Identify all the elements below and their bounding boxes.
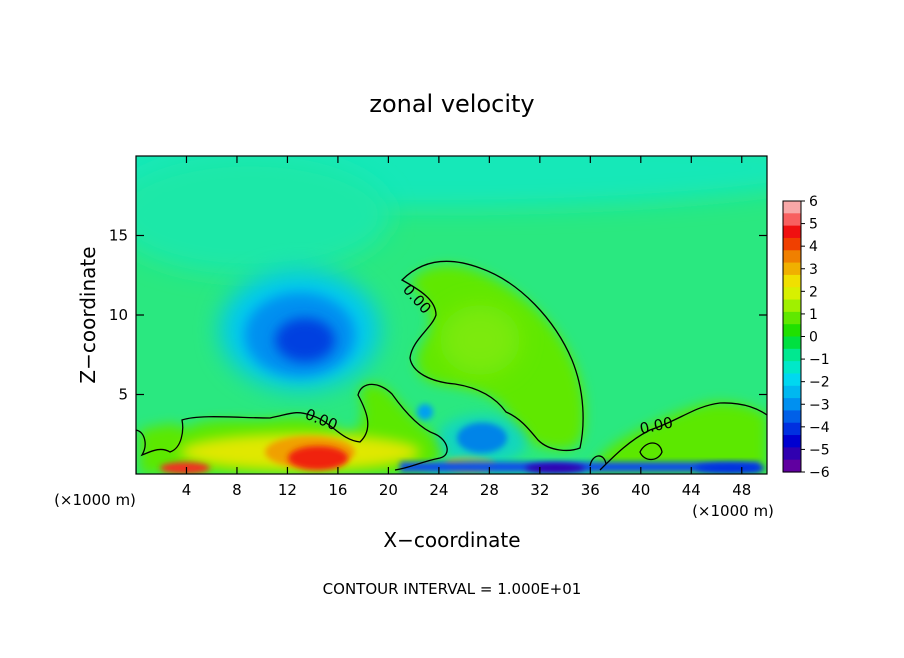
upper-band	[136, 156, 767, 208]
surface-red-left	[160, 462, 210, 474]
colorbar-swatch	[783, 385, 801, 399]
surface-negative-ring	[437, 415, 527, 465]
negative-core	[275, 318, 335, 362]
x-tick-label: 48	[732, 481, 751, 499]
colorbar-tick-label: −1	[809, 352, 830, 368]
colorbar-swatch	[783, 311, 801, 325]
contour-lower-left	[136, 383, 448, 474]
colorbar-tick-label: 1	[809, 307, 818, 323]
colorbar-tick-label: −4	[809, 420, 830, 436]
y-tick-label: 5	[118, 386, 128, 404]
x-tick-label: 32	[530, 481, 549, 499]
zero-contours	[136, 260, 767, 474]
colorbar-swatch	[783, 459, 801, 473]
colorbar-swatch	[783, 287, 801, 301]
x-tick-label: 40	[631, 481, 650, 499]
colorbar-tick-label: −2	[809, 375, 830, 391]
heatmap-field	[136, 156, 767, 474]
colorbar-swatch	[783, 348, 801, 362]
x-axis-label: X−coordinate	[383, 528, 520, 552]
colorbar-swatch	[783, 447, 801, 461]
colorbar-tick-label: 0	[809, 330, 818, 346]
colorbar-swatch	[783, 201, 801, 214]
surface-red	[288, 446, 348, 470]
x-tick-label: 24	[429, 481, 448, 499]
x-axis: 4 8 12 16 20 24 28 32 36 40 44 48	[182, 156, 751, 499]
y-tick-label: 10	[109, 306, 128, 324]
right-low-positive	[590, 402, 767, 474]
chart-title: zonal velocity	[369, 90, 534, 118]
y-axis-label: Z−coordinate	[76, 246, 100, 383]
x-tick-label: 8	[232, 481, 242, 499]
colorbar-tick-label: 2	[809, 284, 818, 300]
contour-interval-note: CONTOUR INTERVAL = 1.000E+01	[323, 580, 582, 598]
colorbar-swatch	[783, 398, 801, 412]
colorbar-swatch	[783, 262, 801, 276]
contour-small-b	[589, 455, 607, 467]
colorbar-tick-label: 5	[809, 217, 818, 233]
colorbar-swatch	[783, 336, 801, 350]
colorbar-swatch	[783, 274, 801, 288]
colorbar-tick-label: −6	[809, 465, 830, 481]
surface-blue-spot	[525, 463, 585, 473]
x-unit-right: (×1000 m)	[692, 502, 774, 520]
colorbar-swatch	[783, 213, 801, 227]
colorbar-swatch	[783, 324, 801, 338]
colorbar: 6 5 4 3 2 1 0 −1 −2 −3 −4 −5 −6	[782, 194, 830, 481]
y-tick-label: 15	[109, 227, 128, 245]
x-tick-label: 36	[581, 481, 600, 499]
y-axis: 5 10 15	[109, 227, 767, 404]
colorbar-tick-label: 3	[809, 262, 818, 278]
contour-lobe	[400, 260, 584, 452]
colorbar-swatch	[783, 435, 801, 448]
x-tick-label: 28	[480, 481, 499, 499]
colorbar-tick-label: −5	[809, 442, 830, 458]
colorbar-swatch	[783, 410, 801, 424]
upper-left-band	[136, 156, 390, 275]
colorbar-tick-label: 4	[809, 239, 818, 255]
colorbar-swatch	[783, 225, 801, 239]
positive-lobe-core	[440, 305, 520, 375]
contour-lower-right	[599, 402, 767, 471]
colorbar-swatch	[783, 422, 801, 436]
x-tick-label: 20	[379, 481, 398, 499]
colorbar-tick-label: −3	[809, 397, 830, 413]
x-tick-label: 44	[682, 481, 701, 499]
small-negative-spot	[417, 404, 433, 420]
x-tick-label: 16	[328, 481, 347, 499]
colorbar-swatch	[783, 299, 801, 313]
colorbar-swatch	[783, 237, 801, 251]
x-tick-label: 12	[278, 481, 297, 499]
colorbar-swatch	[783, 373, 801, 387]
x-unit-left: (×1000 m)	[54, 491, 136, 509]
colorbar-tick-label: 6	[809, 194, 818, 210]
contour-small-a	[639, 442, 663, 461]
colorbar-swatch	[783, 250, 801, 264]
colorbar-swatch	[783, 361, 801, 375]
x-tick-label: 4	[182, 481, 192, 499]
surface-blue-right	[695, 463, 765, 473]
